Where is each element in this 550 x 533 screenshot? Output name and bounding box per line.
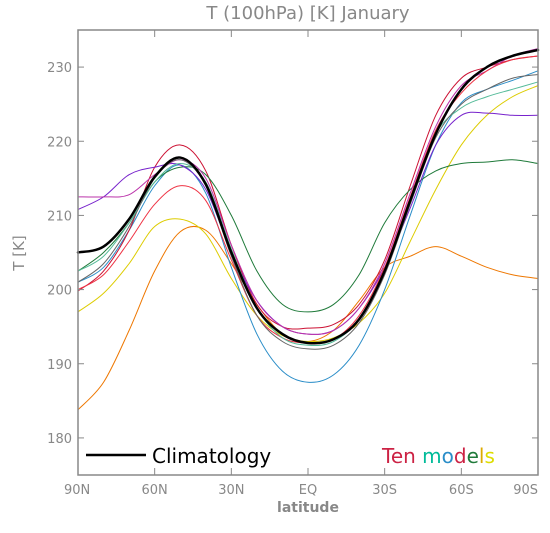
series-line-model-3 (77, 70, 539, 383)
chart-title: T (100hPa) [K] January (205, 3, 409, 24)
x-tick-label: 90S (513, 483, 538, 498)
y-tick-label: 220 (47, 135, 72, 150)
x-tick-label: 60N (142, 483, 168, 498)
series-layer (76, 48, 540, 411)
x-tick-label: EQ (299, 483, 317, 498)
x-tick-label: 60S (449, 483, 474, 498)
y-tick-label: 230 (47, 61, 72, 76)
x-axis: 90N 60N 30N EQ 30S 60S 90S (64, 30, 539, 498)
y-axis-label: T [K] (10, 235, 28, 271)
series-line-model-7 (77, 48, 539, 335)
legend-ten-word: Ten (381, 444, 422, 468)
y-tick-label: 180 (47, 432, 72, 447)
y-tick-label: 190 (47, 358, 72, 373)
series-line-model-9 (77, 81, 539, 347)
x-tick-label: 90N (64, 483, 90, 498)
legend-climatology-label: Climatology (152, 444, 271, 468)
y-tick-label: 210 (47, 209, 72, 224)
series-line-model-10 (77, 74, 539, 350)
legend-models-letter: o (442, 444, 454, 468)
legend: Climatology Ten models (86, 444, 495, 468)
legend-ten-models: Ten models (381, 444, 495, 468)
legend-models-letter: s (484, 444, 494, 468)
series-line-model-6 (77, 111, 539, 335)
series-line-model-2 (77, 85, 539, 343)
y-tick-label: 200 (47, 284, 72, 299)
x-axis-label: latitude (277, 500, 339, 516)
y-axis: 180 190 200 210 220 230 (47, 61, 538, 447)
legend-models-letter: d (454, 444, 467, 468)
x-tick-label: 30S (372, 483, 397, 498)
x-tick-label: 30N (218, 483, 244, 498)
legend-models-letter: e (467, 444, 479, 468)
series-line-model-8 (77, 55, 539, 344)
legend-models-letter: m (422, 444, 441, 468)
series-line-climatology (76, 48, 540, 345)
legend-models-letter: l (479, 444, 485, 468)
